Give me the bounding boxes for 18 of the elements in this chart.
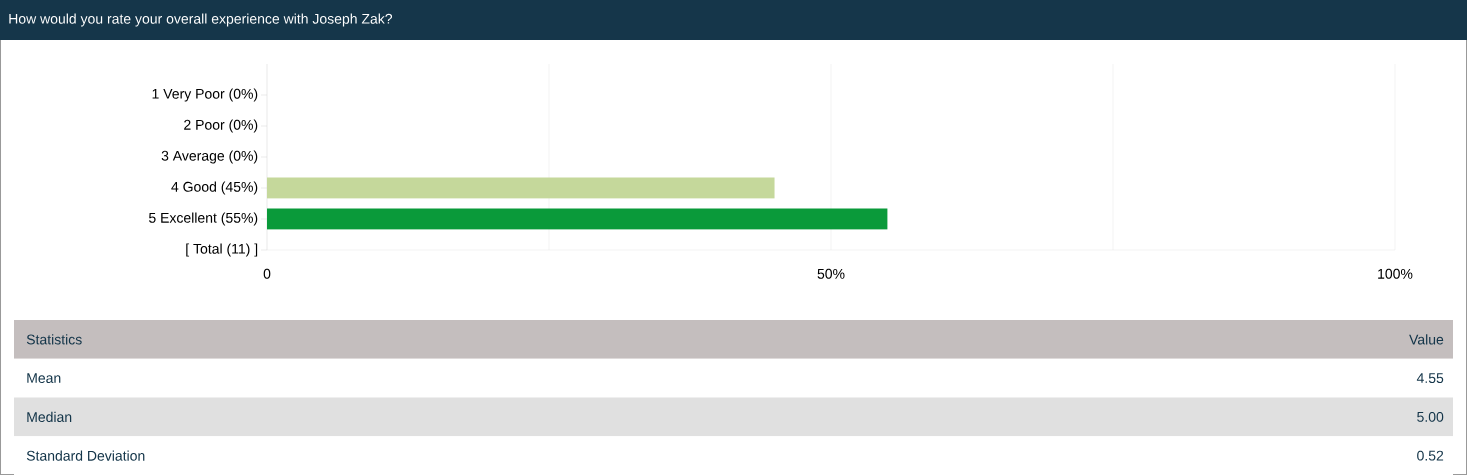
- text: 5.00: [1417, 411, 1444, 422]
- x-tick-label: 50%: [817, 268, 845, 279]
- y-tick-label: 4 Good (45%): [171, 181, 258, 195]
- text: Mean: [27, 373, 61, 384]
- x-tick-label: 0: [263, 268, 271, 279]
- text: 0.52: [1417, 450, 1444, 461]
- y-tick-label: 5 Excellent (55%): [148, 212, 258, 226]
- y-tick-label: 3 Average (0%): [161, 150, 258, 164]
- y-tick-label: 2 Poor (0%): [184, 119, 258, 133]
- text: Value: [1409, 334, 1444, 345]
- text: Median: [27, 411, 72, 423]
- chart-title: How would you rate your overall experience with Joseph Zak?: [9, 13, 393, 27]
- text: Standard Deviation: [26, 450, 145, 461]
- y-tick-label: [ Total (11) ]: [186, 243, 258, 257]
- text: Statistics: [26, 334, 82, 345]
- y-tick-label: 1 Very Poor (0%): [152, 88, 258, 102]
- x-tick-label: 100%: [1378, 268, 1413, 279]
- text: 4.55: [1416, 373, 1444, 384]
